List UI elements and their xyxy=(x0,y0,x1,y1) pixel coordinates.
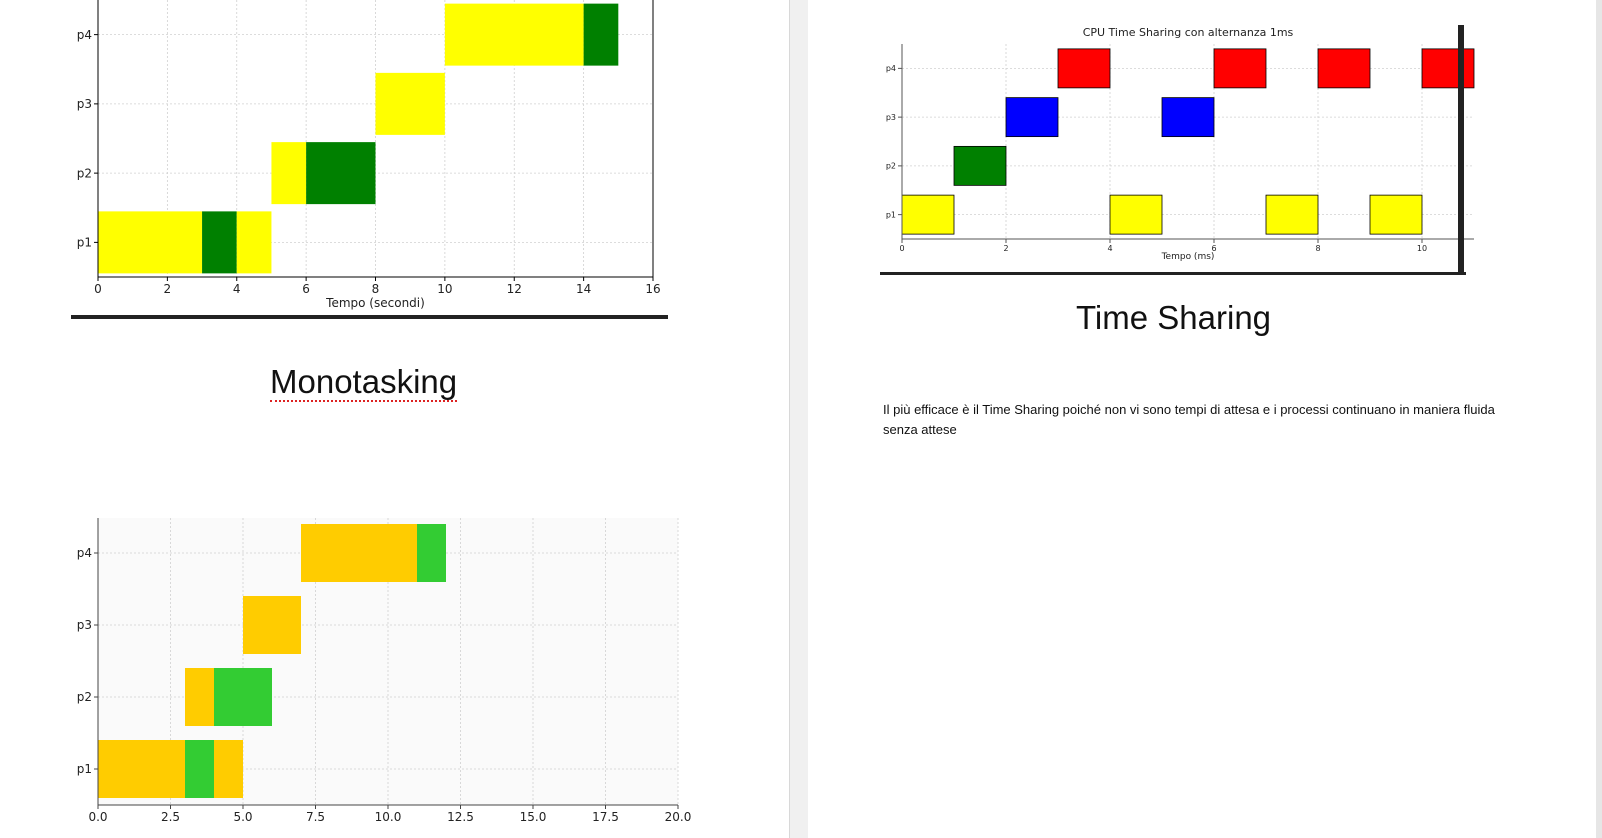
bar-p2-exec xyxy=(185,668,214,726)
bar-p4-exec xyxy=(444,3,584,66)
chart-title: CPU Time Sharing con alternanza 1ms xyxy=(1083,26,1294,39)
bar-p1-exec xyxy=(236,211,272,274)
y-tick-label: p4 xyxy=(77,28,92,42)
x-tick-label: 8 xyxy=(372,282,380,296)
y-tick-label: p4 xyxy=(886,64,896,73)
bar-p2-exec xyxy=(271,142,307,205)
bar-p1 xyxy=(1369,194,1423,235)
x-tick-label: 12.5 xyxy=(447,810,474,824)
bar-p3 xyxy=(1161,97,1215,138)
bar-p3 xyxy=(1005,97,1059,138)
x-tick-label: 10.0 xyxy=(375,810,402,824)
x-tick-label: 2.5 xyxy=(161,810,180,824)
bar-p4 xyxy=(1057,48,1111,89)
bar-p4 xyxy=(1317,48,1371,89)
x-tick-label: 17.5 xyxy=(592,810,619,824)
x-tick-label: 2 xyxy=(1003,244,1008,253)
x-axis-label: Tempo (secondi) xyxy=(325,296,425,310)
x-tick-label: 6 xyxy=(302,282,310,296)
vertical-scrollbar[interactable] xyxy=(1596,0,1602,838)
y-tick-label: p2 xyxy=(77,166,92,180)
x-tick-label: 0.0 xyxy=(88,810,107,824)
y-tick-label: p3 xyxy=(77,97,92,111)
image-frame-border xyxy=(71,315,668,319)
bar-p1 xyxy=(1265,194,1319,235)
chart-monotasking-gantt-2: 0.0 2.5 5.0 7.5 10.0 12.5 15.0 17.5 20.0 p1 p2 p3 p4 xyxy=(77,518,692,824)
bar-p1-exec xyxy=(214,740,243,798)
y-tick-label: p1 xyxy=(77,236,92,250)
bar-p1-exec xyxy=(98,211,203,274)
x-tick-label: 7.5 xyxy=(306,810,325,824)
bar-p4-exec xyxy=(301,524,417,582)
document-page-right xyxy=(808,0,1602,838)
image-frame-border xyxy=(880,272,1466,275)
x-tick-label: 8 xyxy=(1315,244,1320,253)
x-tick-label: 15.0 xyxy=(520,810,547,824)
bar-p2 xyxy=(953,145,1007,186)
bar-p4 xyxy=(1213,48,1267,89)
bar-p1-wait xyxy=(202,211,237,274)
x-tick-label: 20.0 xyxy=(665,810,692,824)
y-tick-label: p1 xyxy=(77,762,92,776)
bar-p1 xyxy=(1109,194,1163,235)
bar-p4-wait xyxy=(583,3,619,66)
x-tick-label: 6 xyxy=(1211,244,1216,253)
bar-p4-wait xyxy=(417,524,446,582)
bar-p1 xyxy=(901,194,955,235)
x-axis-label: Tempo (ms) xyxy=(1161,252,1215,262)
x-tick-label: 14 xyxy=(576,282,591,296)
y-tick-label: p2 xyxy=(886,162,896,171)
image-frame-border xyxy=(1458,25,1464,275)
chart-timesharing-gantt: 0 2 4 6 8 10 p1 p2 p3 p4 Tempo (ms) CPU Time Sharin… xyxy=(880,25,1475,275)
y-tick-label: p3 xyxy=(886,113,896,122)
page-gutter xyxy=(789,0,809,838)
conclusion-paragraph: Il più efficace è il Time Sharing poiché… xyxy=(883,402,1495,437)
bar-p3-exec xyxy=(243,596,301,654)
y-tick-label: p4 xyxy=(77,546,92,560)
x-tick-label: 16 xyxy=(645,282,660,296)
x-tick-label: 10 xyxy=(437,282,452,296)
x-tick-label: 4 xyxy=(233,282,241,296)
bar-p2-wait xyxy=(306,142,376,205)
heading-monotasking: Monotasking xyxy=(270,363,458,402)
x-tick-label: 0 xyxy=(899,244,904,253)
y-tick-label: p2 xyxy=(77,690,92,704)
y-tick-label: p1 xyxy=(886,210,896,219)
bar-p2-wait xyxy=(214,668,272,726)
x-tick-label: 0 xyxy=(94,282,102,296)
x-tick-label: 4 xyxy=(1107,244,1112,253)
y-tick-label: p3 xyxy=(77,618,92,632)
bar-p1-exec xyxy=(98,740,185,798)
chart-monotasking-gantt: 0 2 4 6 8 10 12 14 16 p1 p2 p3 p4 Tempo (secondi) xyxy=(71,0,668,319)
bar-p4 xyxy=(1421,48,1475,89)
bar-p1-wait xyxy=(185,740,214,798)
x-tick-label: 2 xyxy=(164,282,172,296)
bar-p3-exec xyxy=(375,72,445,135)
x-tick-label: 10 xyxy=(1417,244,1427,253)
x-tick-label: 5.0 xyxy=(233,810,252,824)
x-tick-label: 12 xyxy=(507,282,522,296)
heading-time-sharing: Time Sharing xyxy=(1076,299,1272,336)
